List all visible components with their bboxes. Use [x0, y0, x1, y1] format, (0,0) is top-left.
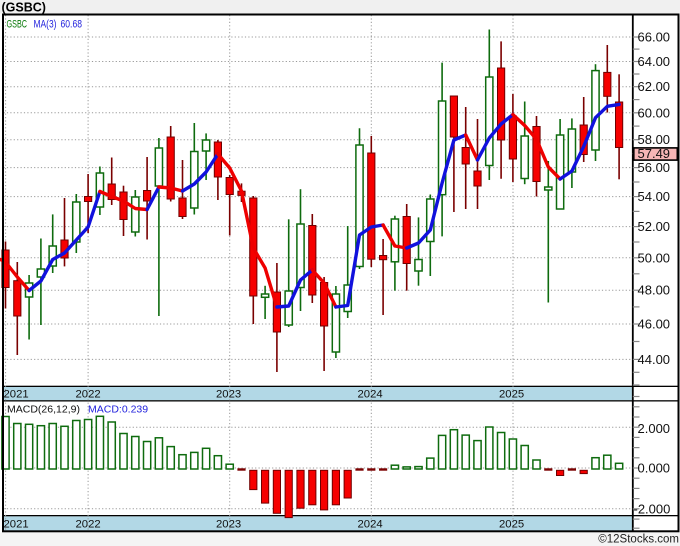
svg-text:58.00: 58.00: [638, 132, 671, 147]
svg-text:66.00: 66.00: [638, 30, 671, 45]
svg-text:44.00: 44.00: [638, 352, 671, 367]
svg-text:2024: 2024: [358, 519, 383, 531]
svg-text:0.000: 0.000: [638, 461, 671, 476]
svg-text:62.00: 62.00: [638, 79, 671, 94]
svg-text:2023: 2023: [216, 389, 241, 401]
svg-text:48.00: 48.00: [638, 283, 671, 298]
svg-text:2025: 2025: [499, 519, 524, 531]
svg-text:2.000: 2.000: [638, 421, 671, 436]
svg-text:57.49: 57.49: [638, 146, 671, 161]
svg-text:2022: 2022: [76, 519, 101, 531]
svg-text:64.00: 64.00: [638, 54, 671, 69]
svg-text:MACD(26,12,9): MACD(26,12,9): [7, 404, 80, 416]
svg-text:(GSBC): (GSBC): [2, 1, 46, 15]
svg-text:46.00: 46.00: [638, 317, 671, 332]
svg-text:52.00: 52.00: [638, 219, 671, 234]
svg-text:2024: 2024: [358, 389, 383, 401]
svg-text:54.00: 54.00: [638, 189, 671, 204]
svg-text:60.68: 60.68: [61, 19, 83, 31]
svg-text:MACD:0.239: MACD:0.239: [88, 404, 148, 416]
svg-text:©12Stocks.com: ©12Stocks.com: [598, 534, 679, 546]
svg-text:50.00: 50.00: [638, 250, 671, 265]
svg-text:56.00: 56.00: [638, 160, 671, 175]
svg-text:2021: 2021: [4, 519, 29, 531]
svg-text:MA(3): MA(3): [34, 19, 57, 31]
svg-text:2025: 2025: [499, 389, 524, 401]
svg-text:2021: 2021: [4, 389, 29, 401]
svg-text:2022: 2022: [76, 389, 101, 401]
svg-text:-2.000: -2.000: [634, 501, 671, 516]
svg-text:2023: 2023: [216, 519, 241, 531]
svg-text:GSBC: GSBC: [7, 19, 28, 31]
svg-text:60.00: 60.00: [638, 105, 671, 120]
